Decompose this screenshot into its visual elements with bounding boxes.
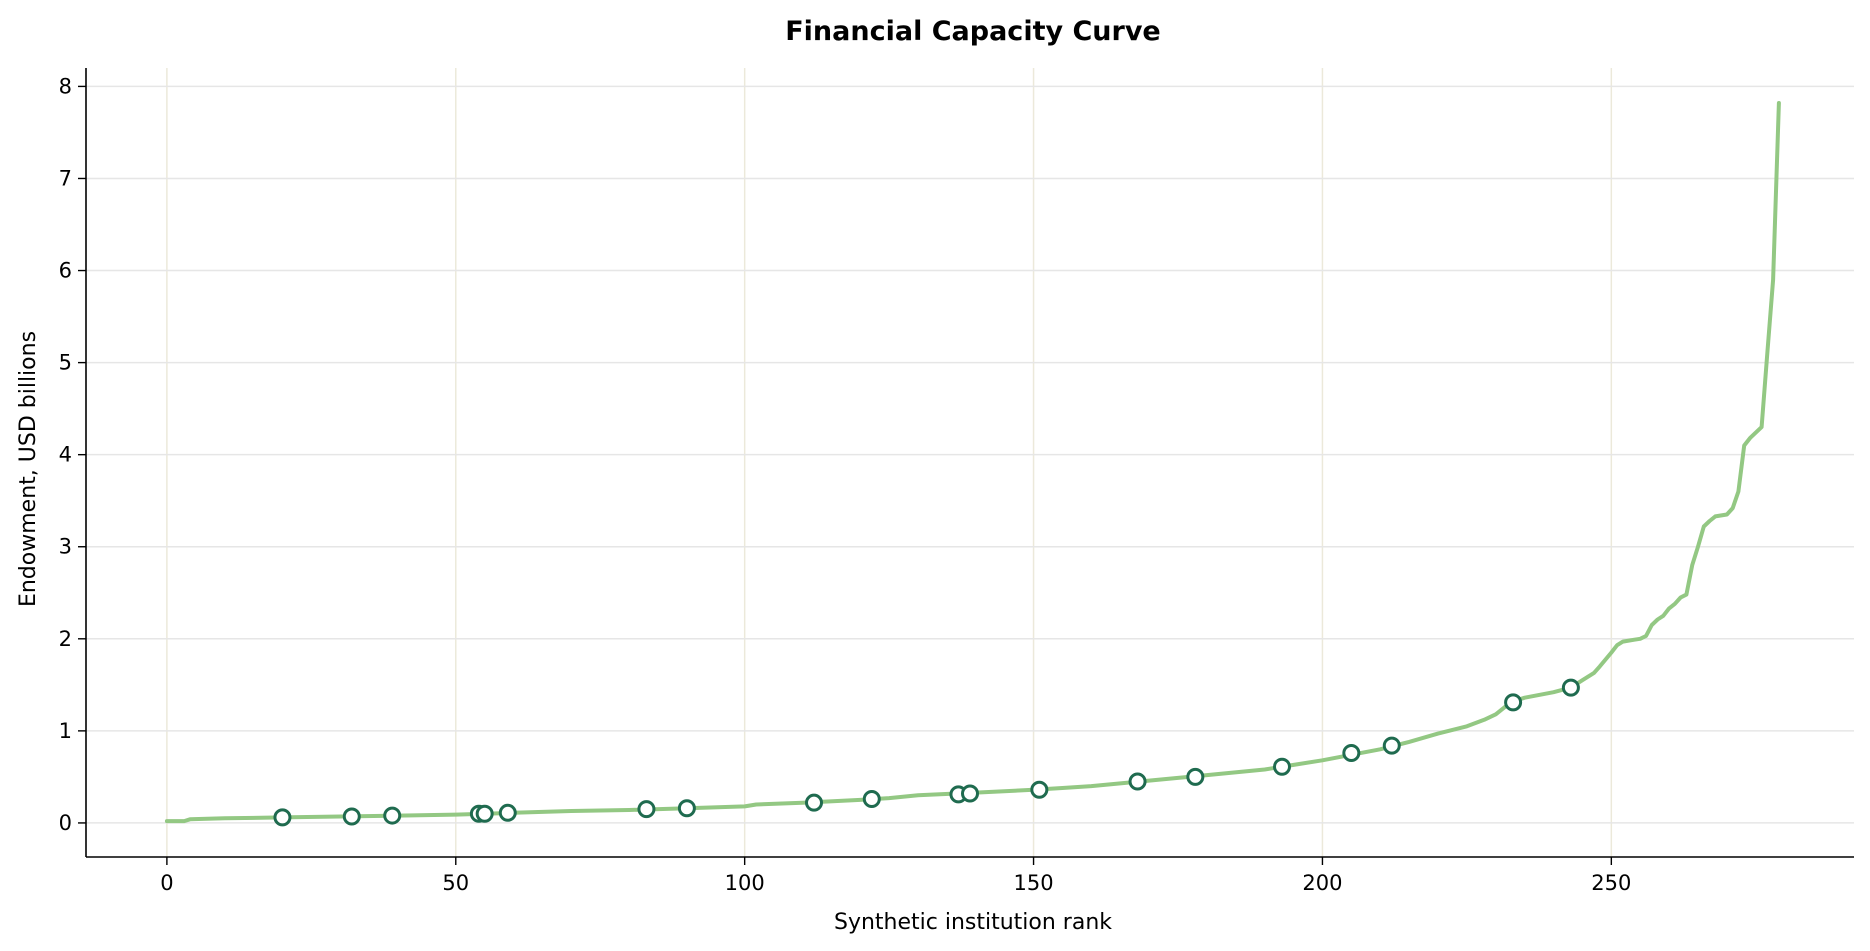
x-tick-label: 150 xyxy=(1014,871,1054,895)
x-tick-label: 0 xyxy=(160,871,173,895)
y-tick-label: 4 xyxy=(59,443,72,467)
data-point-marker xyxy=(1030,780,1049,799)
data-point-marker xyxy=(498,803,517,822)
data-point-marker xyxy=(805,793,823,812)
data-point-marker xyxy=(383,806,402,825)
x-tick-label: 250 xyxy=(1591,871,1631,895)
data-point-marker xyxy=(1504,693,1523,712)
axes xyxy=(78,68,1854,865)
y-tick-label: 5 xyxy=(59,351,72,375)
data-point-marker xyxy=(1128,772,1147,791)
data-point-marker xyxy=(677,799,696,818)
grid xyxy=(86,68,1854,857)
y-axis-label: Endowment, USD billions xyxy=(16,331,41,607)
y-tick-label: 7 xyxy=(59,166,72,190)
data-point-marker xyxy=(342,807,361,826)
data-point-marker xyxy=(273,808,292,827)
data-point-marker xyxy=(961,784,979,803)
data-point-marker xyxy=(1561,678,1580,697)
data-point-marker xyxy=(1186,767,1205,786)
data-point-marker xyxy=(475,804,494,823)
tick-labels: 0 50 100 150 200 250 0 1 2 3 4 5 6 7 8 xyxy=(59,74,1632,895)
x-tick-label: 100 xyxy=(725,871,765,895)
y-tick-label: 1 xyxy=(59,719,72,743)
data-point-marker xyxy=(1382,736,1401,755)
plot-area xyxy=(164,101,1781,827)
y-tick-label: 6 xyxy=(59,259,72,283)
series-line xyxy=(164,101,1781,824)
data-point-marker xyxy=(862,789,881,808)
data-point-marker xyxy=(1273,757,1291,776)
y-tick-label: 8 xyxy=(59,74,72,98)
x-tick-label: 200 xyxy=(1302,871,1342,895)
data-point-marker xyxy=(1342,743,1361,762)
x-tick-label: 50 xyxy=(442,871,469,895)
y-tick-label: 3 xyxy=(59,535,72,559)
y-tick-label: 0 xyxy=(59,811,72,835)
x-axis-label: Synthetic institution rank xyxy=(834,910,1112,935)
data-point-marker xyxy=(637,800,656,819)
y-tick-label: 2 xyxy=(59,627,72,651)
chart-title: Financial Capacity Curve xyxy=(785,16,1161,47)
